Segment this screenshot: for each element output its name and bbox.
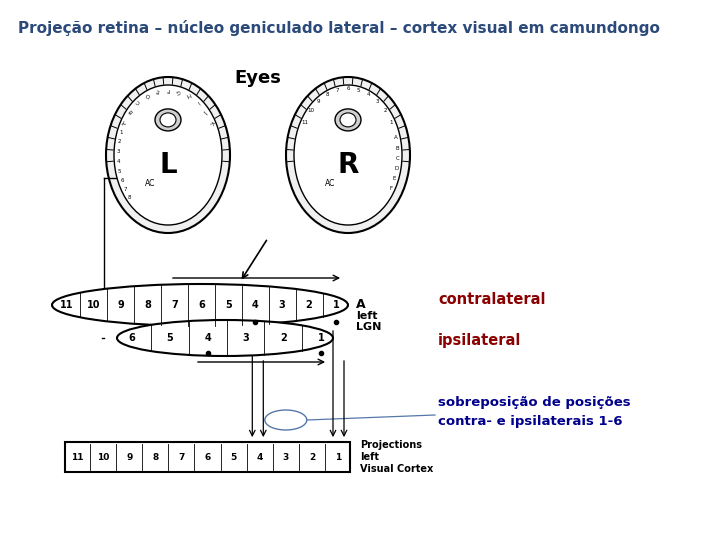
Text: 4: 4 [252, 300, 258, 310]
Text: 8: 8 [326, 92, 330, 97]
Text: 1: 1 [390, 119, 393, 125]
Ellipse shape [117, 320, 333, 356]
Ellipse shape [286, 77, 410, 233]
Ellipse shape [160, 113, 176, 127]
Text: 10: 10 [307, 109, 315, 113]
Ellipse shape [52, 284, 348, 326]
Text: F: F [166, 86, 170, 91]
Text: 6: 6 [204, 453, 211, 462]
Text: 8: 8 [152, 453, 158, 462]
Text: 11: 11 [71, 453, 84, 462]
Text: 3: 3 [242, 333, 249, 343]
Text: sobreposição de posições
contra- e ipsilaterais 1-6: sobreposição de posições contra- e ipsil… [438, 396, 631, 428]
Text: 5: 5 [225, 300, 232, 310]
Text: 1: 1 [318, 333, 325, 343]
Text: J: J [203, 109, 207, 113]
Text: 1: 1 [333, 300, 339, 310]
Text: C: C [396, 156, 400, 161]
Text: 5: 5 [118, 169, 121, 174]
Text: L: L [159, 151, 177, 179]
Text: 5: 5 [356, 88, 360, 93]
Text: K: K [208, 119, 215, 125]
Text: 10: 10 [97, 453, 109, 462]
Ellipse shape [340, 113, 356, 127]
Text: F: F [390, 186, 393, 191]
Text: 6: 6 [120, 178, 124, 183]
Text: 2: 2 [384, 109, 387, 113]
Text: 11: 11 [60, 300, 73, 310]
Text: 9: 9 [317, 99, 320, 104]
Text: 3: 3 [376, 99, 379, 104]
Text: 6: 6 [198, 300, 205, 310]
Text: 8: 8 [128, 195, 132, 200]
Text: 8: 8 [144, 300, 151, 310]
Text: R: R [337, 151, 359, 179]
Text: 6: 6 [129, 333, 135, 343]
Text: 3: 3 [279, 300, 286, 310]
Text: 9: 9 [117, 300, 124, 310]
Text: 5: 5 [166, 333, 174, 343]
Text: 2: 2 [280, 333, 287, 343]
Text: AC: AC [145, 179, 156, 187]
Text: E: E [156, 87, 160, 93]
Ellipse shape [155, 109, 181, 131]
Text: H: H [186, 92, 192, 98]
Text: 3: 3 [117, 149, 120, 154]
Text: 6: 6 [346, 86, 350, 91]
Bar [65, 442, 350, 472]
Text: 1: 1 [335, 453, 341, 462]
Ellipse shape [294, 85, 402, 225]
Text: 7: 7 [336, 88, 339, 93]
Text: 9: 9 [126, 453, 132, 462]
Text: D: D [145, 92, 150, 98]
Ellipse shape [335, 109, 361, 131]
Text: A: A [395, 136, 398, 140]
Text: ipsilateral: ipsilateral [438, 333, 521, 348]
Text: 7: 7 [171, 300, 178, 310]
Text: 7: 7 [179, 453, 184, 462]
Text: A: A [356, 299, 366, 312]
Text: 4: 4 [366, 92, 370, 97]
Ellipse shape [106, 77, 230, 233]
Text: A: A [122, 119, 128, 125]
Text: 4: 4 [204, 333, 211, 343]
Text: G: G [176, 87, 181, 93]
Text: 11: 11 [301, 119, 308, 125]
Text: 4: 4 [117, 159, 120, 164]
Text: 7: 7 [124, 187, 127, 192]
Text: I: I [195, 99, 199, 104]
Text: 10: 10 [87, 300, 101, 310]
Text: 3: 3 [283, 453, 289, 462]
Text: B: B [396, 146, 400, 151]
Text: 5: 5 [230, 453, 237, 462]
Text: left
LGN: left LGN [356, 310, 382, 332]
Text: 2: 2 [309, 453, 315, 462]
Text: contralateral: contralateral [438, 293, 546, 307]
Text: 2: 2 [306, 300, 312, 310]
Text: C: C [135, 98, 142, 105]
Ellipse shape [114, 85, 222, 225]
Text: D: D [395, 166, 399, 171]
Text: E: E [393, 176, 397, 181]
Text: AC: AC [325, 179, 336, 187]
Text: 4: 4 [256, 453, 263, 462]
Text: 1: 1 [120, 130, 123, 135]
Text: Eyes: Eyes [235, 69, 282, 87]
Text: B: B [127, 108, 134, 114]
Text: 2: 2 [117, 139, 121, 144]
Text: Projections
left
Visual Cortex: Projections left Visual Cortex [360, 441, 433, 474]
Text: Projeção retina – núcleo geniculado lateral – cortex visual em camundongo: Projeção retina – núcleo geniculado late… [18, 20, 660, 36]
